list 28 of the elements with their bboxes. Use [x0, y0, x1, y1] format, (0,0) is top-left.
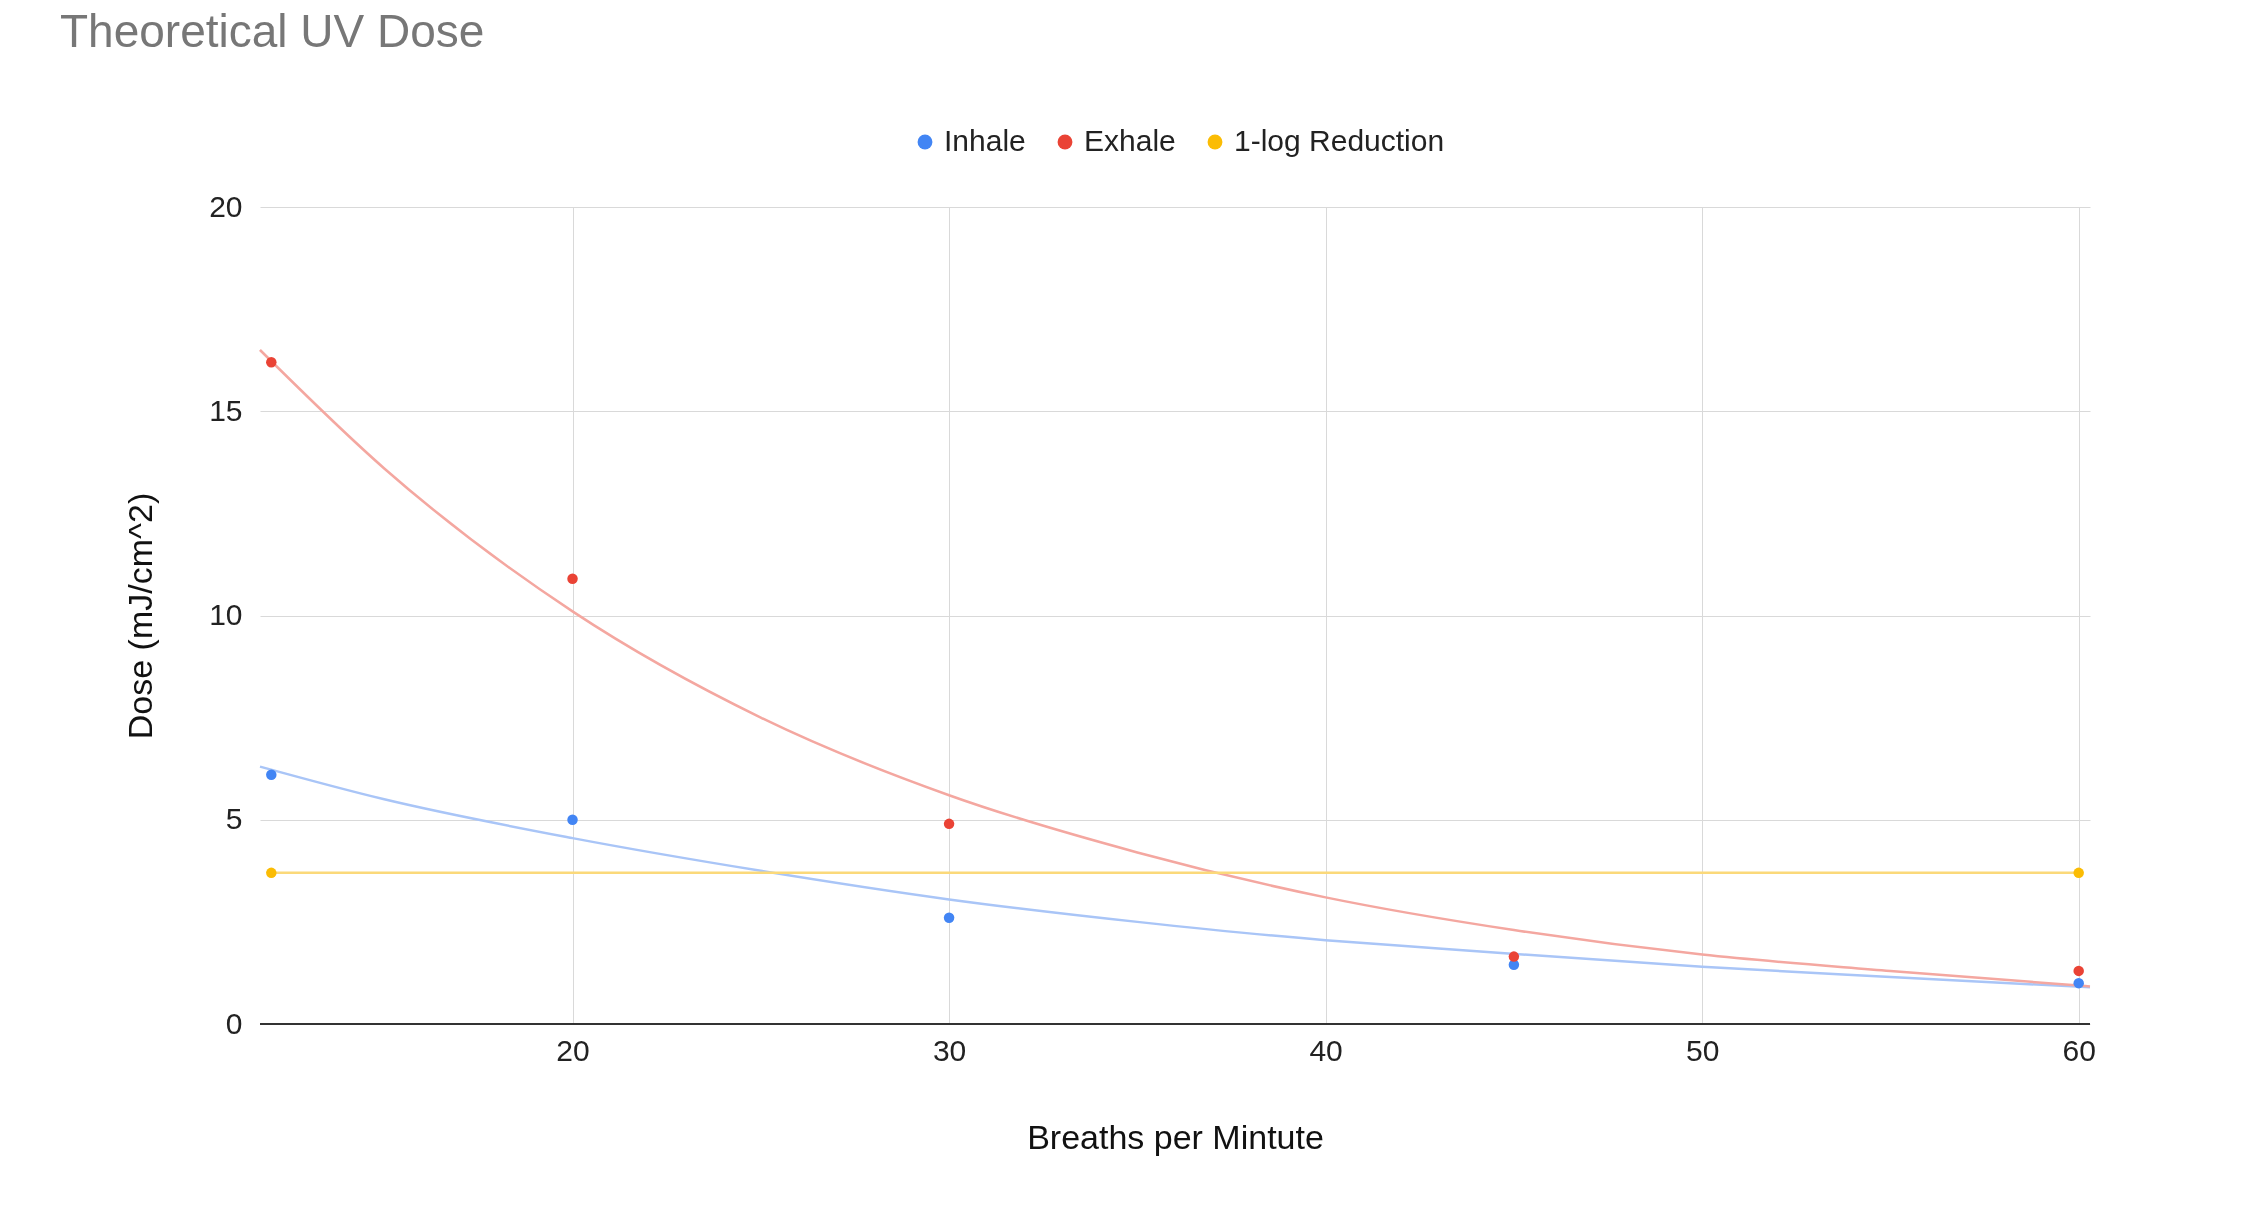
x-tick-label: 50 [1685, 1033, 1720, 1067]
point [567, 573, 578, 584]
point [1508, 951, 1520, 962]
x-tick-label: 30 [932, 1033, 967, 1067]
x-tick-label: 40 [1309, 1033, 1343, 1067]
line-series [258, 348, 2092, 988]
point [266, 357, 277, 368]
y-tick-label: 20 [209, 189, 243, 223]
point [943, 912, 955, 924]
y-tick-label: 5 [225, 802, 243, 836]
y-tick-label: 15 [209, 393, 243, 427]
point [266, 867, 277, 879]
x-axis-title: Breaths per Mintute [1027, 1117, 1324, 1156]
point [2073, 867, 2084, 879]
y-tick-label: 0 [225, 1006, 243, 1040]
legend-label: Exhale [1084, 124, 1176, 157]
point [943, 818, 955, 830]
y-tick-label: 10 [209, 598, 243, 631]
legend-label: Inhale [944, 124, 1026, 157]
point [567, 814, 578, 825]
y-axis-title: Dose (mJ/cm^2) [121, 492, 160, 740]
point [266, 769, 277, 781]
chart-title: Theoretical UV Dose [60, 5, 485, 57]
point [2073, 965, 2084, 977]
point [2073, 977, 2084, 989]
legend-label: 1-log Reduction [1234, 124, 1445, 157]
x-tick-label: 60 [2062, 1033, 2096, 1067]
x-tick-label: 20 [556, 1033, 590, 1067]
